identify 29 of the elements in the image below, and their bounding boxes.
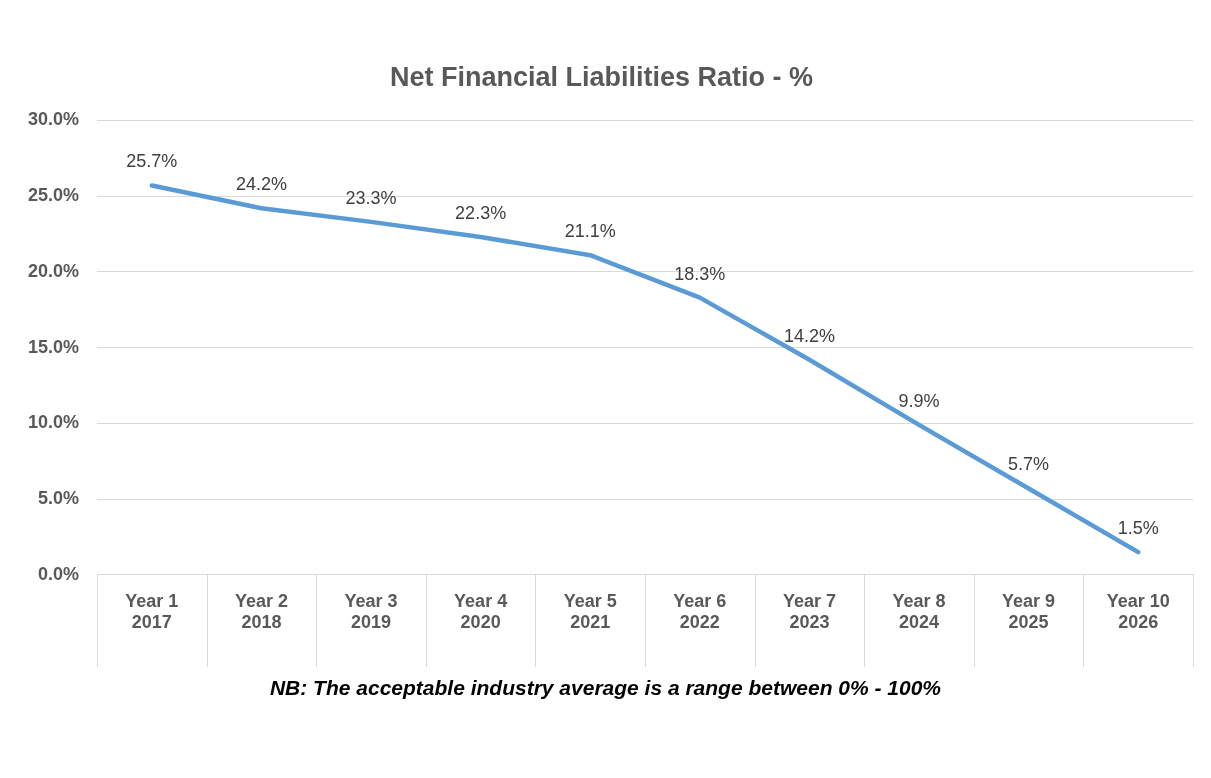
x-tick-label: Year 5 2021	[563, 590, 617, 633]
x-tick-label: Year 3 2019	[344, 590, 398, 633]
y-tick-label: 25.0%	[27, 185, 80, 206]
y-tick-label: 20.0%	[27, 260, 80, 281]
data-label: 14.2%	[783, 325, 835, 346]
data-label: 21.1%	[564, 221, 616, 242]
data-label: 22.3%	[455, 203, 507, 223]
x-tick-label: Year 10 2026	[1106, 590, 1170, 633]
chart-title: Net Financial Liabilities Ratio - %	[389, 61, 814, 92]
data-label: 25.7%	[126, 151, 178, 172]
data-label: 1.5%	[1117, 518, 1159, 539]
x-tick-label: Year 1 2017	[125, 590, 179, 633]
y-tick-label: 5.0%	[38, 488, 80, 509]
y-tick-label: 15.0%	[27, 336, 80, 357]
y-tick-label: 30.0%	[27, 109, 80, 130]
y-tick-label: 10.0%	[27, 412, 80, 433]
data-label: 24.2%	[235, 174, 287, 195]
data-label: 9.9%	[898, 390, 940, 411]
x-tick-label: Year 8 2024	[892, 590, 946, 633]
data-label: 18.3%	[674, 263, 726, 284]
x-tick-label: Year 9 2025	[1002, 590, 1056, 633]
y-tick-label: 0.0%	[38, 563, 80, 584]
data-label: 5.7%	[1008, 454, 1050, 475]
x-tick-label: Year 2 2018	[234, 590, 288, 633]
x-tick-label: Year 4 2020	[454, 590, 508, 633]
text: NB: The acceptable industry average is a range between 0% - 100%	[268, 676, 943, 700]
x-tick-label: Year 6 2022	[673, 590, 727, 633]
x-tick-label: Year 7 2023	[782, 590, 836, 633]
data-label: 23.3%	[345, 187, 397, 208]
